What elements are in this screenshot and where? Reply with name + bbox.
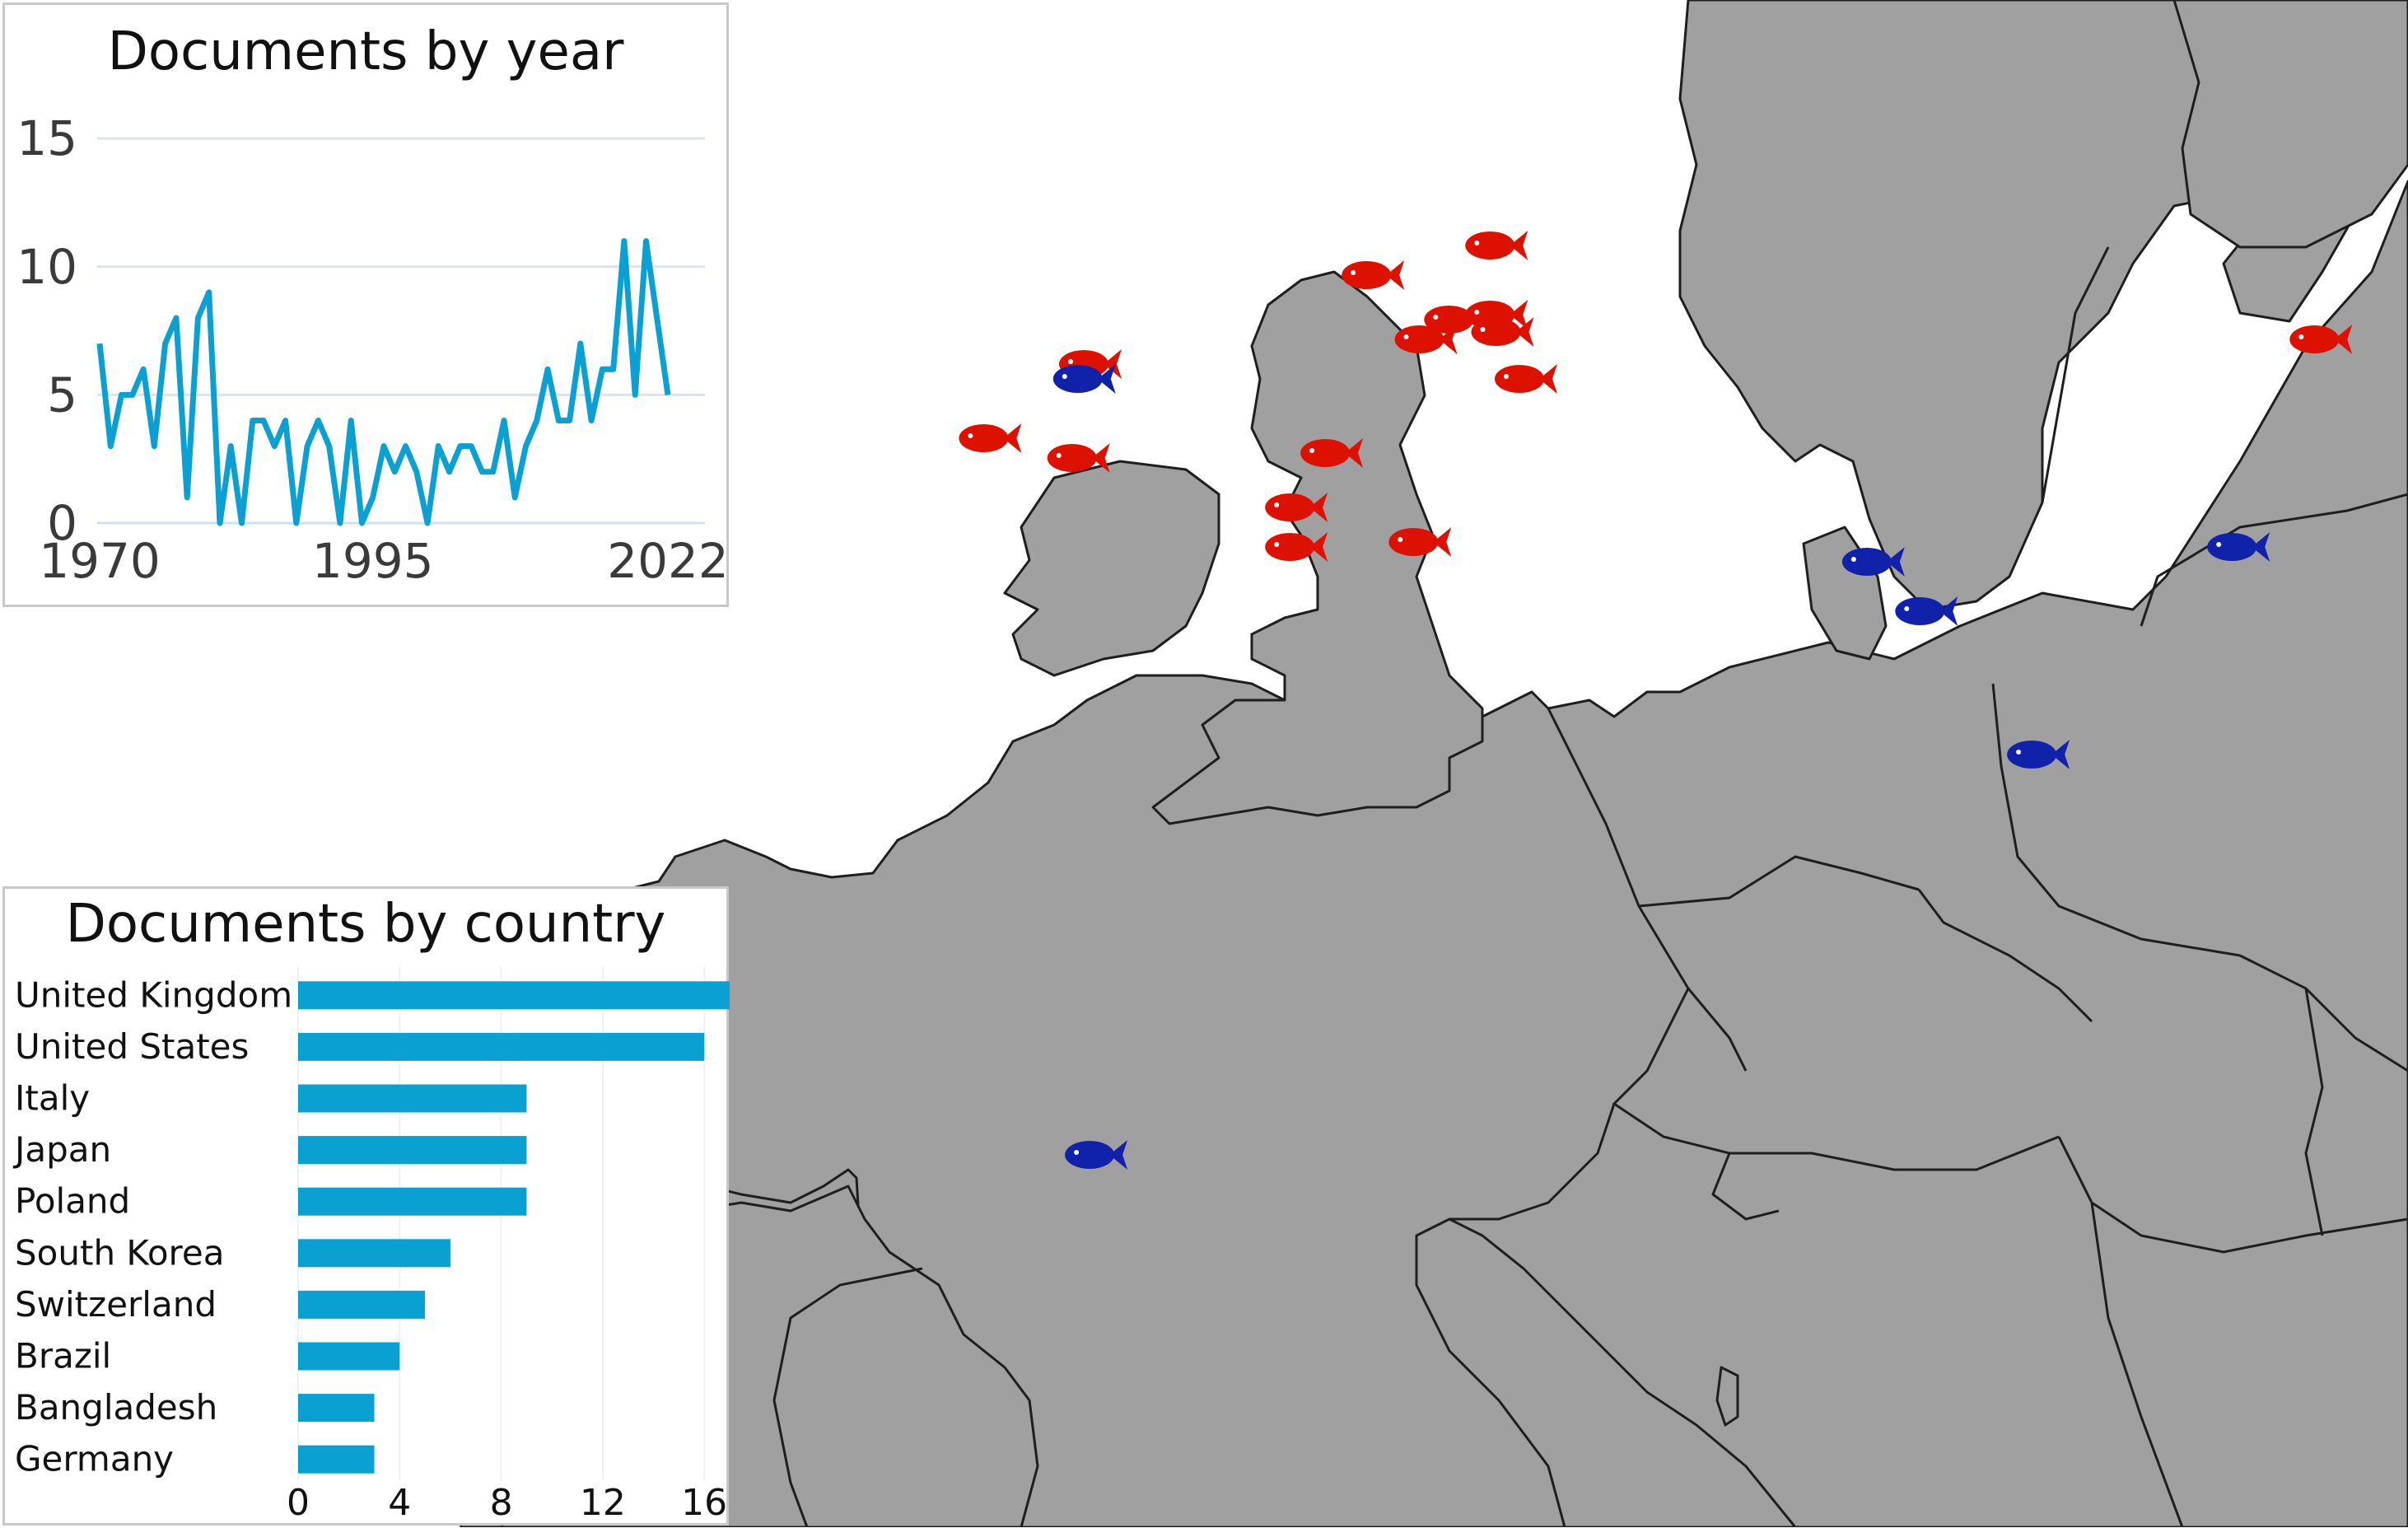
country-bar [298,1445,375,1474]
country-bar [298,1187,527,1216]
country-category-label: Switzerland [15,1284,217,1325]
blue-fish-icon [1065,1140,1128,1170]
country-chart-title: Documents by country [65,894,666,955]
country-category-label: Japan [12,1129,111,1170]
country-xtick-label: 16 [681,1482,727,1524]
finland-landmass [2172,0,2408,249]
country-category-label: Italy [15,1078,90,1119]
country-category-label: Germany [15,1439,174,1479]
year-series-line [96,238,671,526]
year-xtick-label: 1970 [39,533,161,589]
country-borders [772,246,2408,1527]
country-bar [298,1239,450,1268]
blue-fish-icon [1841,547,1905,577]
country-xtick-label: 8 [490,1482,513,1524]
red-fish-icon [1471,317,1534,347]
italy-landmass [1415,1217,1797,1527]
year-xtick-label: 2022 [607,533,729,589]
country-xtick-label: 4 [388,1482,411,1524]
year-line-chart: 0 5 10 15 1970 1995 2022 [16,110,729,589]
red-fish-icon [1047,443,1110,473]
country-category-label: United States [15,1026,249,1067]
red-fish-icon [1265,493,1328,522]
land-layer [328,0,2408,1527]
year-ytick-label: 0 [47,495,77,551]
red-fish-icon [1394,325,1458,354]
red-fish-icon [2289,325,2353,354]
country-bar [298,1032,705,1061]
year-xtick-label: 1995 [312,533,434,589]
red-fish-icon [1300,438,1364,468]
country-bar [298,1290,426,1319]
country-bar [298,1394,375,1423]
blue-fish-icon [2207,532,2270,562]
country-bar [298,1084,527,1113]
country-category-label: Bangladesh [15,1387,217,1428]
country-xtick-label: 12 [580,1482,626,1524]
country-bar [298,1136,527,1165]
red-fish-icon [1465,231,1528,260]
blue-fish-icon [2007,740,2070,769]
country-category-label: Poland [15,1181,130,1222]
fish-markers [959,231,2353,1170]
country-category-label: Brazil [15,1336,111,1376]
year-gridlines [97,137,705,525]
red-fish-icon [1388,527,1452,557]
year-ytick-label: 10 [16,239,77,295]
year-ytick-label: 15 [16,110,77,166]
country-category-label: South Korea [15,1232,224,1273]
country-bar [298,981,730,1010]
ireland-landmass [1003,460,1220,677]
red-fish-icon [959,423,1022,453]
red-fish-icon [1342,260,1405,290]
denmark-landmass [1802,526,1888,661]
country-bar [298,1342,400,1371]
documents-by-year-panel: Documents by year 0 5 10 15 1970 1995 2022 [2,2,729,607]
country-bar-chart: 0 4 8 12 16 United Kingdom United States Italy J… [12,966,730,1524]
country-category-label: United Kingdom [15,974,292,1015]
red-fish-icon [1495,364,1557,394]
blue-fish-icon [1895,596,1958,626]
documents-by-country-panel: Documents by country 0 4 8 12 16 United Kingd… [2,886,730,1526]
year-ytick-label: 5 [47,367,77,423]
red-fish-icon [1265,532,1328,562]
blue-fish-icon [1052,364,1116,394]
country-xtick-label: 0 [287,1482,310,1524]
corsica-landmass [1715,1366,1739,1427]
year-chart-title: Documents by year [107,21,624,82]
